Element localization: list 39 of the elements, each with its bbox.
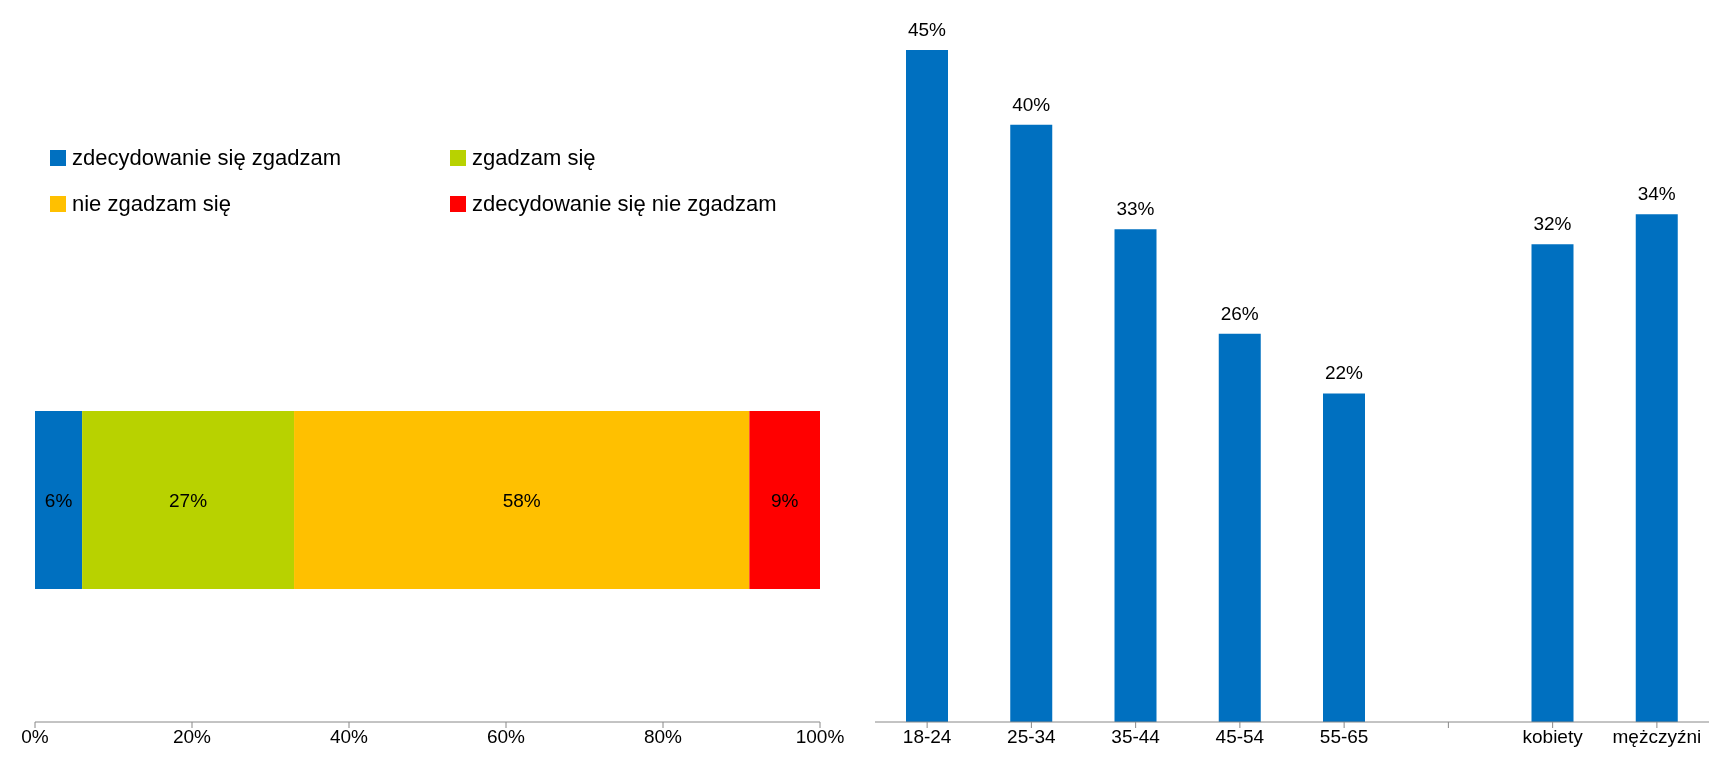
data-label: 40%: [1012, 93, 1051, 115]
data-label: 6%: [44, 490, 73, 511]
x-tick-label: 35-44: [1111, 726, 1161, 748]
bar: [906, 50, 948, 722]
x-tick-label: 0%: [21, 726, 49, 748]
x-tick-label: mężczyźni: [1612, 726, 1702, 748]
data-label: 32%: [1533, 213, 1572, 235]
x-tick-label: 55-65: [1319, 726, 1369, 748]
data-label: 33%: [1116, 198, 1155, 220]
x-tick-label: kobiety: [1522, 726, 1584, 748]
data-label: 22%: [1324, 362, 1364, 384]
bar: [749, 411, 820, 589]
bar: [1114, 229, 1157, 722]
x-tick-label: 25-34: [1007, 726, 1057, 748]
x-tick-label: 100%: [795, 726, 845, 748]
data-label: 26%: [1220, 302, 1259, 324]
data-label: 45%: [907, 19, 947, 40]
x-tick-label: 40%: [329, 726, 369, 748]
data-label: 27%: [169, 490, 208, 511]
data-label: 34%: [1637, 183, 1676, 205]
bar: [1010, 124, 1053, 722]
bar: [1531, 244, 1574, 722]
x-tick-label: 18-24: [902, 726, 952, 748]
data-label: 9%: [770, 490, 799, 511]
legend-label: nie zgadzam się: [72, 191, 231, 217]
x-tick-label: 60%: [486, 726, 526, 748]
legend-label: zdecydowanie się nie zgadzam: [472, 191, 777, 217]
legend-label: zdecydowanie się zgadzam: [72, 145, 342, 171]
bar: [82, 411, 295, 589]
legend-label: zgadzam się: [472, 145, 596, 171]
x-tick-label: 45-54: [1215, 726, 1265, 748]
data-label: 58%: [502, 490, 541, 511]
x-tick-label: 80%: [643, 726, 683, 748]
bar: [1218, 333, 1261, 722]
bar: [294, 411, 750, 589]
bar: [1323, 393, 1365, 722]
bar: [35, 411, 83, 589]
x-tick-label: 20%: [172, 726, 212, 748]
bar: [1635, 214, 1678, 722]
